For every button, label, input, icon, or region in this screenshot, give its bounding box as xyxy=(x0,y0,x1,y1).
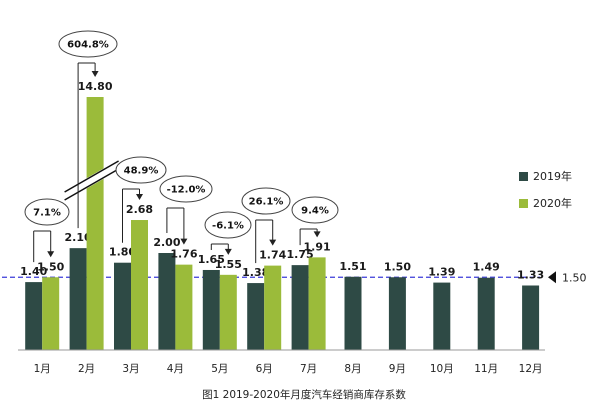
value-label-2019-1: 1.40 xyxy=(20,265,47,278)
yoy-label-1: 7.1% xyxy=(33,208,61,219)
bar-2019-3 xyxy=(114,262,131,350)
legend-label-1: 2019年 xyxy=(533,169,572,183)
yoy-label-2: 604.8% xyxy=(67,40,109,51)
reference-line-label: 1.50 xyxy=(562,271,587,284)
x-tick-label-11: 11月 xyxy=(474,363,498,375)
value-label-2019-12: 1.33 xyxy=(517,268,544,281)
bar-2019-8 xyxy=(344,276,362,350)
yoy-arrowhead-5 xyxy=(224,248,232,255)
bar-2019-12 xyxy=(522,285,540,350)
yoy-arrowhead-1 xyxy=(47,251,55,258)
bar-2019-6 xyxy=(247,283,265,350)
yoy-bubble-1 xyxy=(24,198,70,226)
bar-2020-3 xyxy=(131,220,148,350)
legend-swatch-1 xyxy=(519,172,528,181)
axis-break-mark-upper xyxy=(64,160,119,193)
bar-2019-7 xyxy=(291,265,309,350)
yoy-bubble-6 xyxy=(241,187,291,215)
x-tick-label-10: 10月 xyxy=(430,363,454,375)
yoy-label-4: -12.0% xyxy=(167,185,206,196)
bar-2020-7 xyxy=(308,257,326,350)
x-tick-label-3: 3月 xyxy=(122,363,139,375)
value-label-2020-6: 1.74 xyxy=(259,249,286,262)
yoy-bubble-2 xyxy=(58,30,118,58)
yoy-bubble-5 xyxy=(204,211,252,239)
value-label-2020-3: 2.68 xyxy=(126,203,153,216)
value-label-2019-6: 1.38 xyxy=(242,266,269,279)
legend-label-2: 2020年 xyxy=(533,196,572,210)
bar-2019-11 xyxy=(477,277,495,350)
x-tick-label-1: 1月 xyxy=(34,363,51,375)
x-tick-label-12: 12月 xyxy=(519,363,543,375)
yoy-bubble-3 xyxy=(115,156,167,184)
bar-2020-5 xyxy=(219,274,237,350)
bar-2019-9 xyxy=(388,277,406,350)
value-label-2019-2: 2.10 xyxy=(65,231,92,244)
value-label-2020-2: 14.80 xyxy=(78,80,113,93)
x-tick-label-7: 7月 xyxy=(300,363,317,375)
value-label-2019-5: 1.65 xyxy=(198,253,225,266)
yoy-arrowhead-2 xyxy=(91,71,99,77)
value-label-2020-5: 1.55 xyxy=(215,258,242,271)
value-label-2019-11: 1.49 xyxy=(473,261,500,274)
value-label-2020-4: 1.76 xyxy=(170,248,197,261)
bar-2019-2 xyxy=(69,248,87,350)
value-label-2019-9: 1.50 xyxy=(384,260,411,273)
yoy-label-7: 9.4% xyxy=(301,206,329,217)
yoy-label-6: 26.1% xyxy=(249,197,284,208)
yoy-arrowhead-4 xyxy=(180,238,188,245)
bar-2020-2 xyxy=(86,97,104,350)
bar-2020-4 xyxy=(175,264,193,350)
yoy-label-5: -6.1% xyxy=(212,221,244,232)
bar-2019-4 xyxy=(158,253,176,350)
reference-marker-icon xyxy=(548,271,556,284)
axis-break-gap xyxy=(62,161,121,200)
x-tick-label-2: 2月 xyxy=(78,363,95,375)
value-label-2019-8: 1.51 xyxy=(339,260,366,273)
yoy-label-3: 48.9% xyxy=(124,166,159,177)
legend-swatch-2 xyxy=(519,199,528,208)
bar-2020-6 xyxy=(264,265,282,350)
value-label-2020-7: 1.91 xyxy=(304,240,331,253)
x-tick-label-8: 8月 xyxy=(344,363,361,375)
yoy-bubble-4 xyxy=(159,175,213,203)
bar-2019-1 xyxy=(25,282,43,350)
x-tick-label-9: 9月 xyxy=(389,363,406,375)
x-tick-label-5: 5月 xyxy=(211,363,228,375)
value-label-2019-4: 2.00 xyxy=(153,236,180,249)
bar-2019-5 xyxy=(202,269,220,350)
yoy-arrowhead-3 xyxy=(136,194,143,201)
value-label-2019-10: 1.39 xyxy=(428,266,455,279)
bar-2019-10 xyxy=(433,282,451,350)
yoy-bubble-7 xyxy=(291,196,339,224)
x-tick-label-6: 6月 xyxy=(256,363,273,375)
figure-caption: 图1 2019-2020年月度汽车经销商库存系数 xyxy=(202,388,406,401)
axis-break-mark-lower xyxy=(64,168,119,201)
value-label-2019-7: 1.75 xyxy=(287,248,314,261)
yoy-arrowhead-7 xyxy=(313,231,321,238)
bar-2020-1 xyxy=(42,277,60,350)
yoy-arrowhead-6 xyxy=(269,239,277,246)
value-label-2020-1: 1.50 xyxy=(37,260,64,273)
x-tick-label-4: 4月 xyxy=(167,363,184,375)
value-label-2019-3: 1.80 xyxy=(109,246,136,259)
